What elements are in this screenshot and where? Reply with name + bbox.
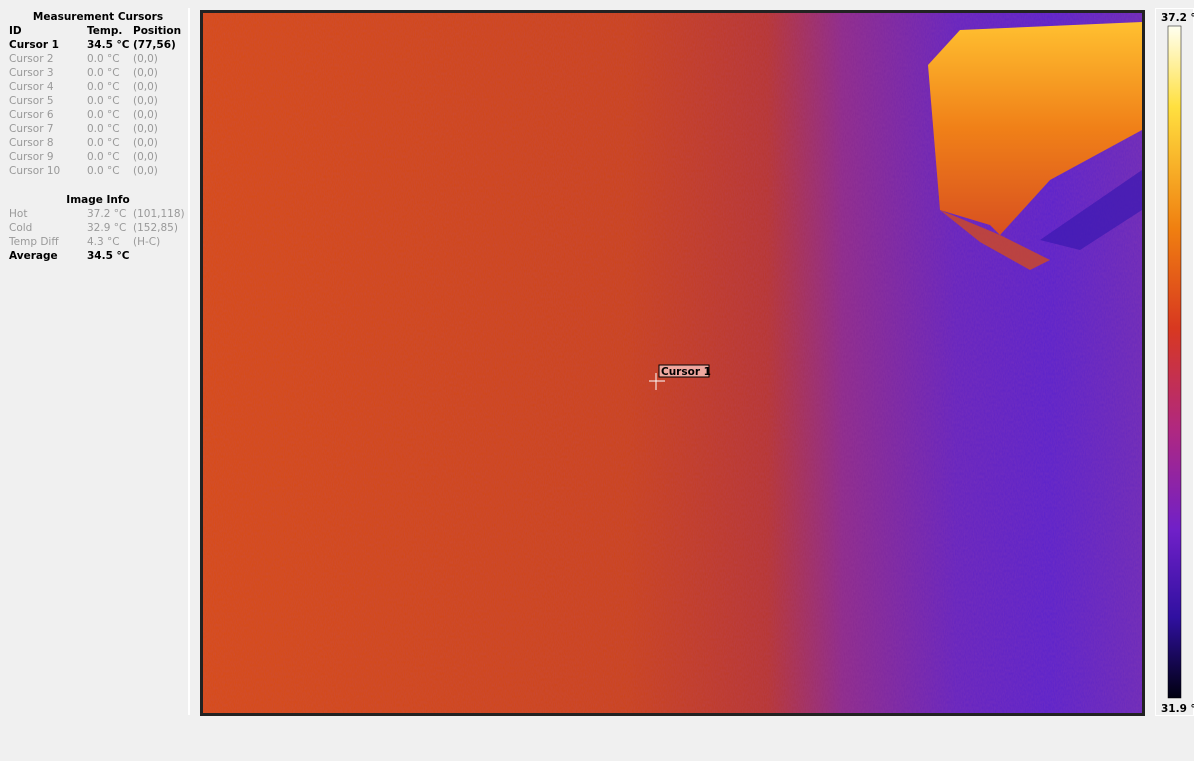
cell: Cursor 7 [9,123,54,135]
cell: 0.0 °C [87,95,120,107]
scale-min: 31.9 ° [1161,703,1194,715]
row: Cursor 5 0.0 °C (0,0) [0,95,188,109]
cell: 4.3 °C [87,236,120,248]
cell: (H-C) [133,236,160,248]
cell: 0.0 °C [87,137,120,149]
cell: (0,0) [133,151,158,163]
row: Cold 32.9 °C (152,85) [0,222,188,236]
row: Cursor 7 0.0 °C (0,0) [0,123,188,137]
header: ID [9,25,22,37]
cell: (0,0) [133,95,158,107]
header: Temp. [87,25,122,37]
cell: 32.9 °C [87,222,126,234]
row: Average 34.5 °C [0,250,188,264]
row: Cursor 10 0.0 °C (0,0) [0,165,188,179]
cell: Average [9,250,58,262]
cell: 34.5 °C [87,250,130,262]
cell: Cursor 2 [9,53,54,65]
cell: 0.0 °C [87,151,120,163]
header: Position [133,25,181,37]
thermal-image: Cursor 1 [200,10,1145,716]
cell: 34.5 °C [87,39,130,51]
panel-title: Measurement Cursors [0,11,196,23]
row: Cursor 9 0.0 °C (0,0) [0,151,188,165]
cell: 37.2 °C [87,208,126,220]
cell: Cursor 1 [9,39,59,51]
row: Temp Diff 4.3 °C (H-C) [0,236,188,250]
cell: (152,85) [133,222,178,234]
row: Cursor 1 34.5 °C(77,56) [0,39,188,53]
scale-max: 37.2 ° [1161,12,1194,24]
cell: (0,0) [133,123,158,135]
cell: Cold [9,222,32,234]
cell: Hot [9,208,27,220]
cell: (0,0) [133,137,158,149]
cell: 0.0 °C [87,81,120,93]
cell: (0,0) [133,53,158,65]
cell: 0.0 °C [87,123,120,135]
cell: Cursor 10 [9,165,60,177]
section-title: Image Info [0,194,196,206]
cell: Cursor 8 [9,137,54,149]
cell: (0,0) [133,165,158,177]
cell: Cursor 9 [9,151,54,163]
row: Cursor 6 0.0 °C (0,0) [0,109,188,123]
cell: (0,0) [133,81,158,93]
cell: 0.0 °C [87,53,120,65]
cell: (101,118) [133,208,185,220]
row: Cursor 4 0.0 °C (0,0) [0,81,188,95]
cell: 0.0 °C [87,67,120,79]
cell: 0.0 °C [87,165,120,177]
app: Measurement Cursors ID Temp. Position Cu… [0,0,1194,761]
cell: Cursor 6 [9,109,54,121]
cell: 0.0 °C [87,109,120,121]
cell: Temp Diff [9,236,59,248]
color-scale: 37.2 ° 31.9 ° [1155,8,1194,716]
row: Cursor 2 0.0 °C (0,0) [0,53,188,67]
cell: Cursor 4 [9,81,54,93]
row: Hot 37.2 °C (101,118) [0,208,188,222]
row: Cursor 8 0.0 °C (0,0) [0,137,188,151]
cursor-label: Cursor 1 [661,366,711,378]
cell: Cursor 5 [9,95,54,107]
side-panel: Measurement Cursors ID Temp. Position Cu… [0,8,190,715]
cell: (0,0) [133,67,158,79]
row: Cursor 3 0.0 °C (0,0) [0,67,188,81]
cell: (0,0) [133,109,158,121]
cell: (77,56) [133,39,176,51]
cell: Cursor 3 [9,67,54,79]
